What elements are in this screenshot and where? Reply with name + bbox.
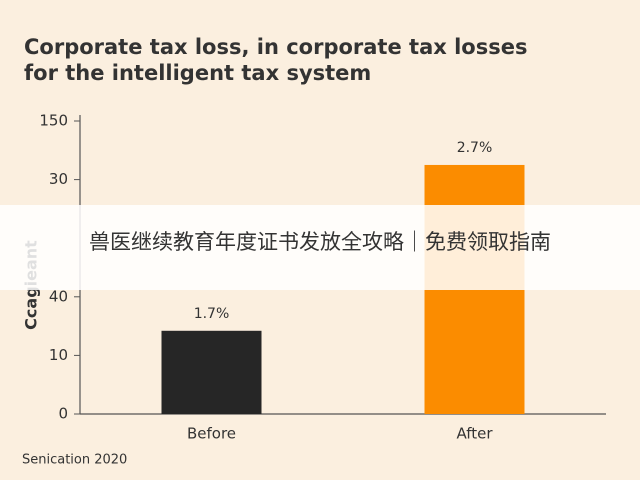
x-tick-label: Before	[187, 425, 236, 443]
y-tick-label: 0	[58, 405, 68, 423]
bar-annotation: 2.7%	[457, 140, 493, 156]
banner-text: 兽医继续教育年度证书发放全攻略｜免费领取指南	[89, 230, 551, 254]
chart-subtitle: for the intelligent tax system	[24, 61, 371, 85]
y-tick-label: 40	[49, 287, 68, 305]
source: Senication 2020	[22, 453, 127, 468]
y-tick-label: 10	[49, 346, 68, 364]
bar	[161, 330, 262, 414]
x-tick-label: After	[456, 425, 493, 443]
y-tick-label: 150	[39, 112, 68, 130]
bar-annotation: 1.7%	[194, 306, 230, 322]
chart-title: Corporate tax loss, in corporate tax los…	[24, 35, 527, 59]
y-tick-label: 30	[49, 170, 68, 188]
banner-band	[0, 205, 640, 290]
